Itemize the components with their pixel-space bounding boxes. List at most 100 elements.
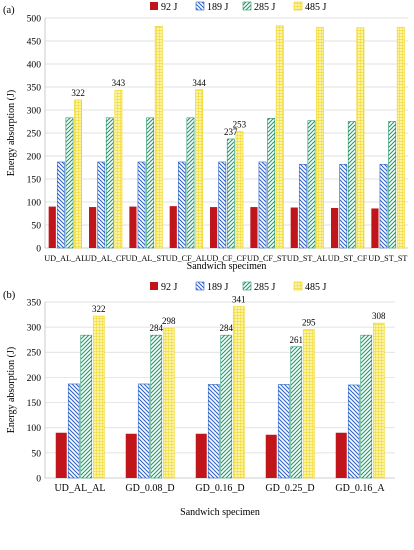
x-tick-label: UD_AL_ST — [126, 254, 166, 263]
bar-189j — [277, 384, 290, 479]
bar-285j — [146, 117, 155, 249]
x-tick-label: GD_0.25_D — [265, 483, 314, 494]
bar-485j — [356, 27, 365, 249]
bar-485j — [372, 322, 385, 479]
data-label: 237 — [224, 127, 238, 137]
bar-285j — [347, 121, 356, 249]
bar-189j — [379, 163, 388, 249]
bar-92j — [331, 207, 339, 248]
panel-a-chart: (a) 92 J 189 J 285 J 485 J 0 50 100 150 200 250 300… — [3, 1, 408, 272]
y-tick-label: 150 — [27, 398, 42, 409]
x-tick-label: UD_CF_CF — [206, 254, 246, 263]
bar-92j — [335, 432, 347, 478]
bar-92j — [250, 207, 258, 248]
bar-189j — [298, 163, 307, 249]
bar-189j — [56, 161, 65, 249]
bar-285j — [307, 120, 316, 249]
legend-swatch — [150, 2, 158, 10]
bar-189j — [207, 384, 220, 479]
bar-285j — [388, 121, 397, 249]
legend-swatch — [242, 1, 252, 11]
y-tick-label: 250 — [27, 348, 42, 359]
bar-92j — [265, 434, 277, 478]
y-tick-label: 500 — [27, 13, 42, 24]
y-tick-label: 100 — [27, 423, 42, 434]
legend-swatch — [150, 282, 158, 290]
bar-485j — [302, 329, 315, 479]
y-tick-label: 200 — [27, 373, 42, 384]
legend-swatch — [195, 1, 205, 11]
bar-485j — [396, 26, 405, 249]
bar-189j — [258, 161, 267, 249]
panel-b-chart: (b) 92 J 189 J 285 J 485 J 0 50 100 150 200 250 300… — [3, 281, 395, 518]
bar-189j — [97, 161, 106, 249]
bar-485j — [92, 315, 105, 479]
bar-92j — [195, 433, 207, 478]
bar-485j — [154, 25, 163, 249]
bar-189j — [347, 384, 360, 479]
x-tick-label: GD_0.08_D — [125, 483, 174, 494]
x-tick-label: GD_0.16_A — [335, 483, 385, 494]
legend-swatch — [242, 281, 252, 291]
data-label: 284 — [150, 323, 164, 333]
data-label: 343 — [112, 78, 126, 88]
panel-label: (a) — [3, 5, 15, 16]
data-label: 284 — [220, 323, 234, 333]
x-axis-label: Sandwich specimen — [180, 507, 260, 518]
y-tick-label: 50 — [31, 220, 41, 231]
bar-92j — [89, 207, 97, 248]
bar-92j — [169, 206, 177, 248]
bar-189j — [177, 161, 186, 249]
y-tick-label: 400 — [27, 59, 42, 70]
x-tick-label: UD_CF_ST — [247, 254, 287, 263]
data-label: 322 — [92, 304, 106, 314]
data-label: 308 — [372, 311, 386, 321]
panel-label: (b) — [3, 290, 16, 301]
y-tick-label: 0 — [36, 473, 41, 484]
legend-entry: 92 J — [161, 2, 178, 13]
bar-92j — [210, 207, 218, 248]
x-tick-label: UD_AL_CF — [85, 254, 126, 263]
bar-92j — [371, 208, 379, 248]
y-tick-label: 250 — [27, 128, 42, 139]
bar-189j — [137, 161, 146, 249]
y-tick-label: 100 — [27, 197, 42, 208]
bar-485j — [74, 99, 82, 249]
bar-92j — [129, 206, 137, 248]
bar-285j — [186, 117, 195, 249]
bar-285j — [80, 334, 93, 479]
x-tick-label: UD_AL_AL — [44, 254, 86, 263]
data-label: 322 — [71, 88, 85, 98]
legend-swatch — [293, 281, 303, 291]
bar-485j — [235, 131, 244, 249]
bar-285j — [267, 117, 276, 249]
bar-189j — [67, 383, 80, 479]
legend-swatch — [195, 281, 205, 291]
y-tick-label: 350 — [27, 82, 42, 93]
legend-entry: 285 J — [254, 282, 276, 293]
data-label: 253 — [233, 120, 247, 130]
y-tick-label: 450 — [27, 36, 42, 47]
y-tick-label: 300 — [27, 105, 42, 116]
legend-entry: 285 J — [254, 2, 276, 13]
y-tick-label: 0 — [36, 243, 41, 254]
bar-189j — [218, 161, 227, 249]
bar-485j — [232, 306, 245, 479]
legend-entry: 485 J — [305, 2, 327, 13]
bar-92j — [125, 433, 137, 478]
x-tick-label: GD_0.16_D — [195, 483, 244, 494]
data-label: 295 — [302, 318, 316, 328]
data-label: 261 — [290, 335, 304, 345]
bar-189j — [137, 383, 150, 479]
y-tick-label: 200 — [27, 151, 42, 162]
bar-285j — [220, 334, 233, 479]
bar-92j — [48, 206, 56, 248]
x-tick-label: UD_ST_ST — [368, 254, 407, 263]
legend-entry: 189 J — [207, 282, 229, 293]
x-tick-label: UD_AL_AL — [54, 483, 105, 494]
bar-285j — [105, 117, 114, 249]
x-tick-label: UD_CF_AL — [166, 254, 207, 263]
bar-285j — [65, 117, 74, 249]
legend-swatch — [293, 1, 303, 11]
